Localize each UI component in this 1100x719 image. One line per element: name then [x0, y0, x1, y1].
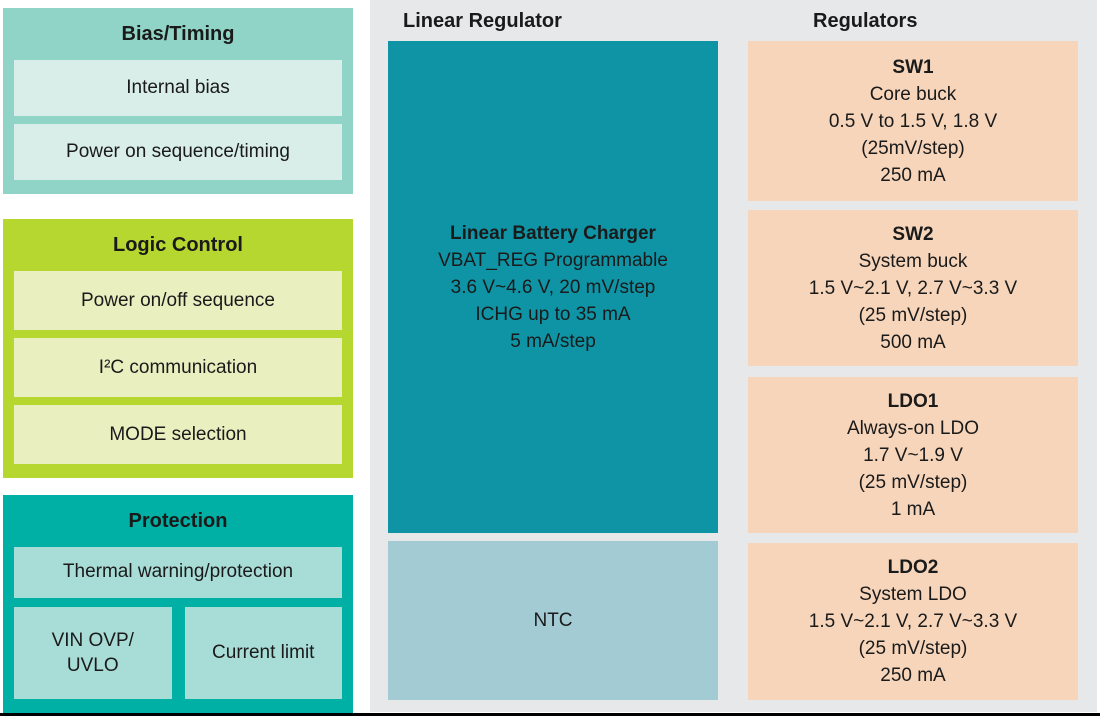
ldo1-line: (25 mV/step) [858, 471, 968, 493]
ldo2-line: 1.5 V~2.1 V, 2.7 V~3.3 V [808, 611, 1018, 632]
ldo2-name: LDO2 [887, 557, 939, 578]
regulator-block-sw1: SW1 Core buck 0.5 V to 1.5 V, 1.8 V (25m… [748, 41, 1078, 201]
sw2-line: (25 mV/step) [858, 304, 968, 326]
ldo2-line: System LDO [859, 584, 967, 605]
linear-battery-charger-block: Linear Battery Charger VBAT_REG Programm… [388, 41, 718, 533]
protection-item-vin-ovp-uvlo: VIN OVP/ UVLO [14, 606, 172, 699]
ldo2-line: 250 mA [880, 665, 946, 686]
charger-line: 3.6 V~4.6 V, 20 mV/step [450, 276, 656, 298]
sw1-name: SW1 [892, 56, 934, 78]
linear-regulator-header: Linear Regulator [403, 10, 562, 32]
section-logic-control: Logic Control Power on/off sequence I²C … [3, 219, 353, 478]
ntc-block: NTC [388, 541, 718, 700]
regulator-block-ldo2: LDO2 System LDO 1.5 V~2.1 V, 2.7 V~3.3 V… [748, 543, 1078, 700]
logic-item-i2c: I²C communication [14, 338, 342, 397]
uvlo-line: UVLO [66, 654, 119, 676]
section-protection: Protection Thermal warning/protection VI… [3, 495, 353, 713]
sw1-line: 0.5 V to 1.5 V, 1.8 V [828, 110, 998, 132]
sw1-line: (25mV/step) [861, 137, 965, 159]
section-bias-timing: Bias/Timing Internal bias Power on seque… [3, 8, 353, 194]
protection-split-row: VIN OVP/ UVLO Current limit [14, 606, 342, 699]
sw2-line: 1.5 V~2.1 V, 2.7 V~3.3 V [808, 277, 1018, 299]
ntc-label: NTC [533, 610, 573, 631]
bias-item-internal-bias: Internal bias [14, 60, 342, 116]
sw2-line: System buck [858, 250, 968, 272]
vin-ovp-line: VIN OVP/ [51, 629, 134, 651]
sw2-name: SW2 [892, 223, 934, 245]
charger-title: Linear Battery Charger [450, 222, 656, 244]
protection-title: Protection [128, 510, 228, 532]
ldo1-line: Always-on LDO [847, 417, 979, 439]
regulator-block-sw2: SW2 System buck 1.5 V~2.1 V, 2.7 V~3.3 V… [748, 210, 1078, 366]
regulator-block-ldo1: LDO1 Always-on LDO 1.7 V~1.9 V (25 mV/st… [748, 377, 1078, 533]
protection-item-thermal: Thermal warning/protection [14, 547, 342, 598]
protection-item-current-limit: Current limit [184, 606, 342, 699]
ldo1-line: 1 mA [890, 498, 936, 520]
charger-line: 5 mA/step [510, 330, 596, 352]
ldo1-line: 1.7 V~1.9 V [863, 444, 963, 466]
sw1-line: 250 mA [880, 164, 946, 186]
ldo2-line: (25 mV/step) [858, 638, 968, 659]
logic-item-mode: MODE selection [14, 405, 342, 464]
sw1-line: Core buck [869, 83, 957, 105]
sw2-line: 500 mA [880, 331, 946, 353]
charger-line: ICHG up to 35 mA [475, 303, 631, 325]
charger-line: VBAT_REG Programmable [438, 249, 668, 271]
regulator-panel: Linear Regulator Regulators Linear Batte… [370, 0, 1097, 712]
ldo1-name: LDO1 [887, 390, 939, 412]
bias-timing-title: Bias/Timing [121, 23, 235, 45]
bias-item-power-on-sequence: Power on sequence/timing [14, 124, 342, 180]
bottom-divider-line [0, 713, 1100, 716]
logic-item-power-sequence: Power on/off sequence [14, 271, 342, 330]
current-limit-label: Current limit [212, 642, 315, 664]
logic-control-title: Logic Control [113, 234, 243, 256]
regulators-header: Regulators [813, 10, 918, 32]
